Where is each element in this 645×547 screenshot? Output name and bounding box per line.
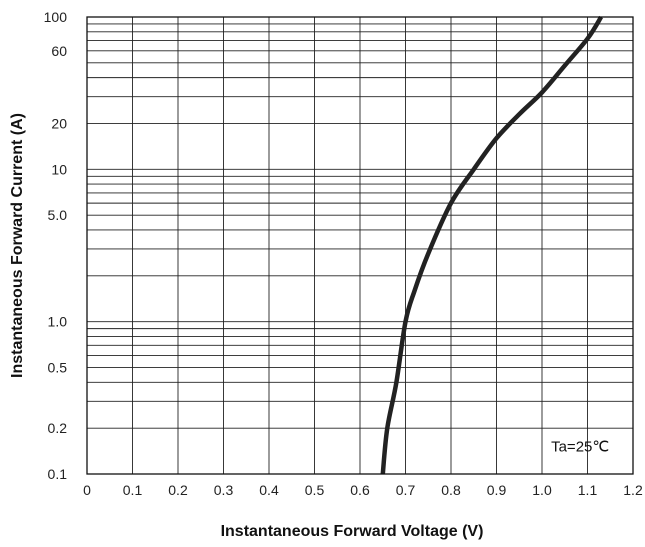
x-tick-label: 0.9 bbox=[487, 482, 507, 498]
x-tick-label: 0.6 bbox=[350, 482, 370, 498]
x-tick-label: 0.4 bbox=[259, 482, 279, 498]
plot-frame bbox=[86, 16, 634, 475]
x-tick-label: 1.0 bbox=[532, 482, 552, 498]
y-tick-label: 0.2 bbox=[48, 420, 68, 436]
x-tick-label: 0.7 bbox=[396, 482, 416, 498]
x-tick-label: 0.3 bbox=[214, 482, 234, 498]
forward-current-curve bbox=[380, 15, 604, 475]
grid bbox=[86, 17, 634, 475]
x-tick-label: 1.1 bbox=[578, 482, 598, 498]
y-tick-label: 100 bbox=[44, 9, 68, 25]
y-tick-label: 10 bbox=[51, 161, 67, 177]
y-tick-label: 20 bbox=[51, 115, 67, 131]
series-layer bbox=[380, 15, 604, 475]
y-tick-label: 60 bbox=[51, 43, 67, 59]
temperature-annotation: Ta=25℃ bbox=[551, 439, 609, 456]
y-tick-label: 0.1 bbox=[48, 466, 68, 482]
x-tick-label: 0.5 bbox=[305, 482, 325, 498]
x-tick-label: 1.2 bbox=[623, 482, 643, 498]
y-tick-labels: 0.1 0.2 0.5 1.0 5.0 10 20 60 100 bbox=[44, 9, 68, 482]
x-tick-label: 0 bbox=[83, 482, 91, 498]
y-tick-label: 1.0 bbox=[48, 314, 68, 330]
x-tick-label: 0.1 bbox=[123, 482, 143, 498]
y-tick-label: 0.5 bbox=[48, 360, 68, 376]
x-tick-label: 0.8 bbox=[441, 482, 461, 498]
x-tick-labels: 0 0.1 0.2 0.3 0.4 0.5 0.6 0.7 0.8 0.9 1.0 1.1 1.2 bbox=[83, 482, 643, 498]
y-tick-label: 5.0 bbox=[48, 207, 68, 223]
x-axis-label: Instantaneous Forward Voltage (V) bbox=[221, 523, 484, 540]
y-axis-label: Instantaneous Forward Current (A) bbox=[9, 113, 26, 378]
x-tick-label: 0.2 bbox=[168, 482, 188, 498]
